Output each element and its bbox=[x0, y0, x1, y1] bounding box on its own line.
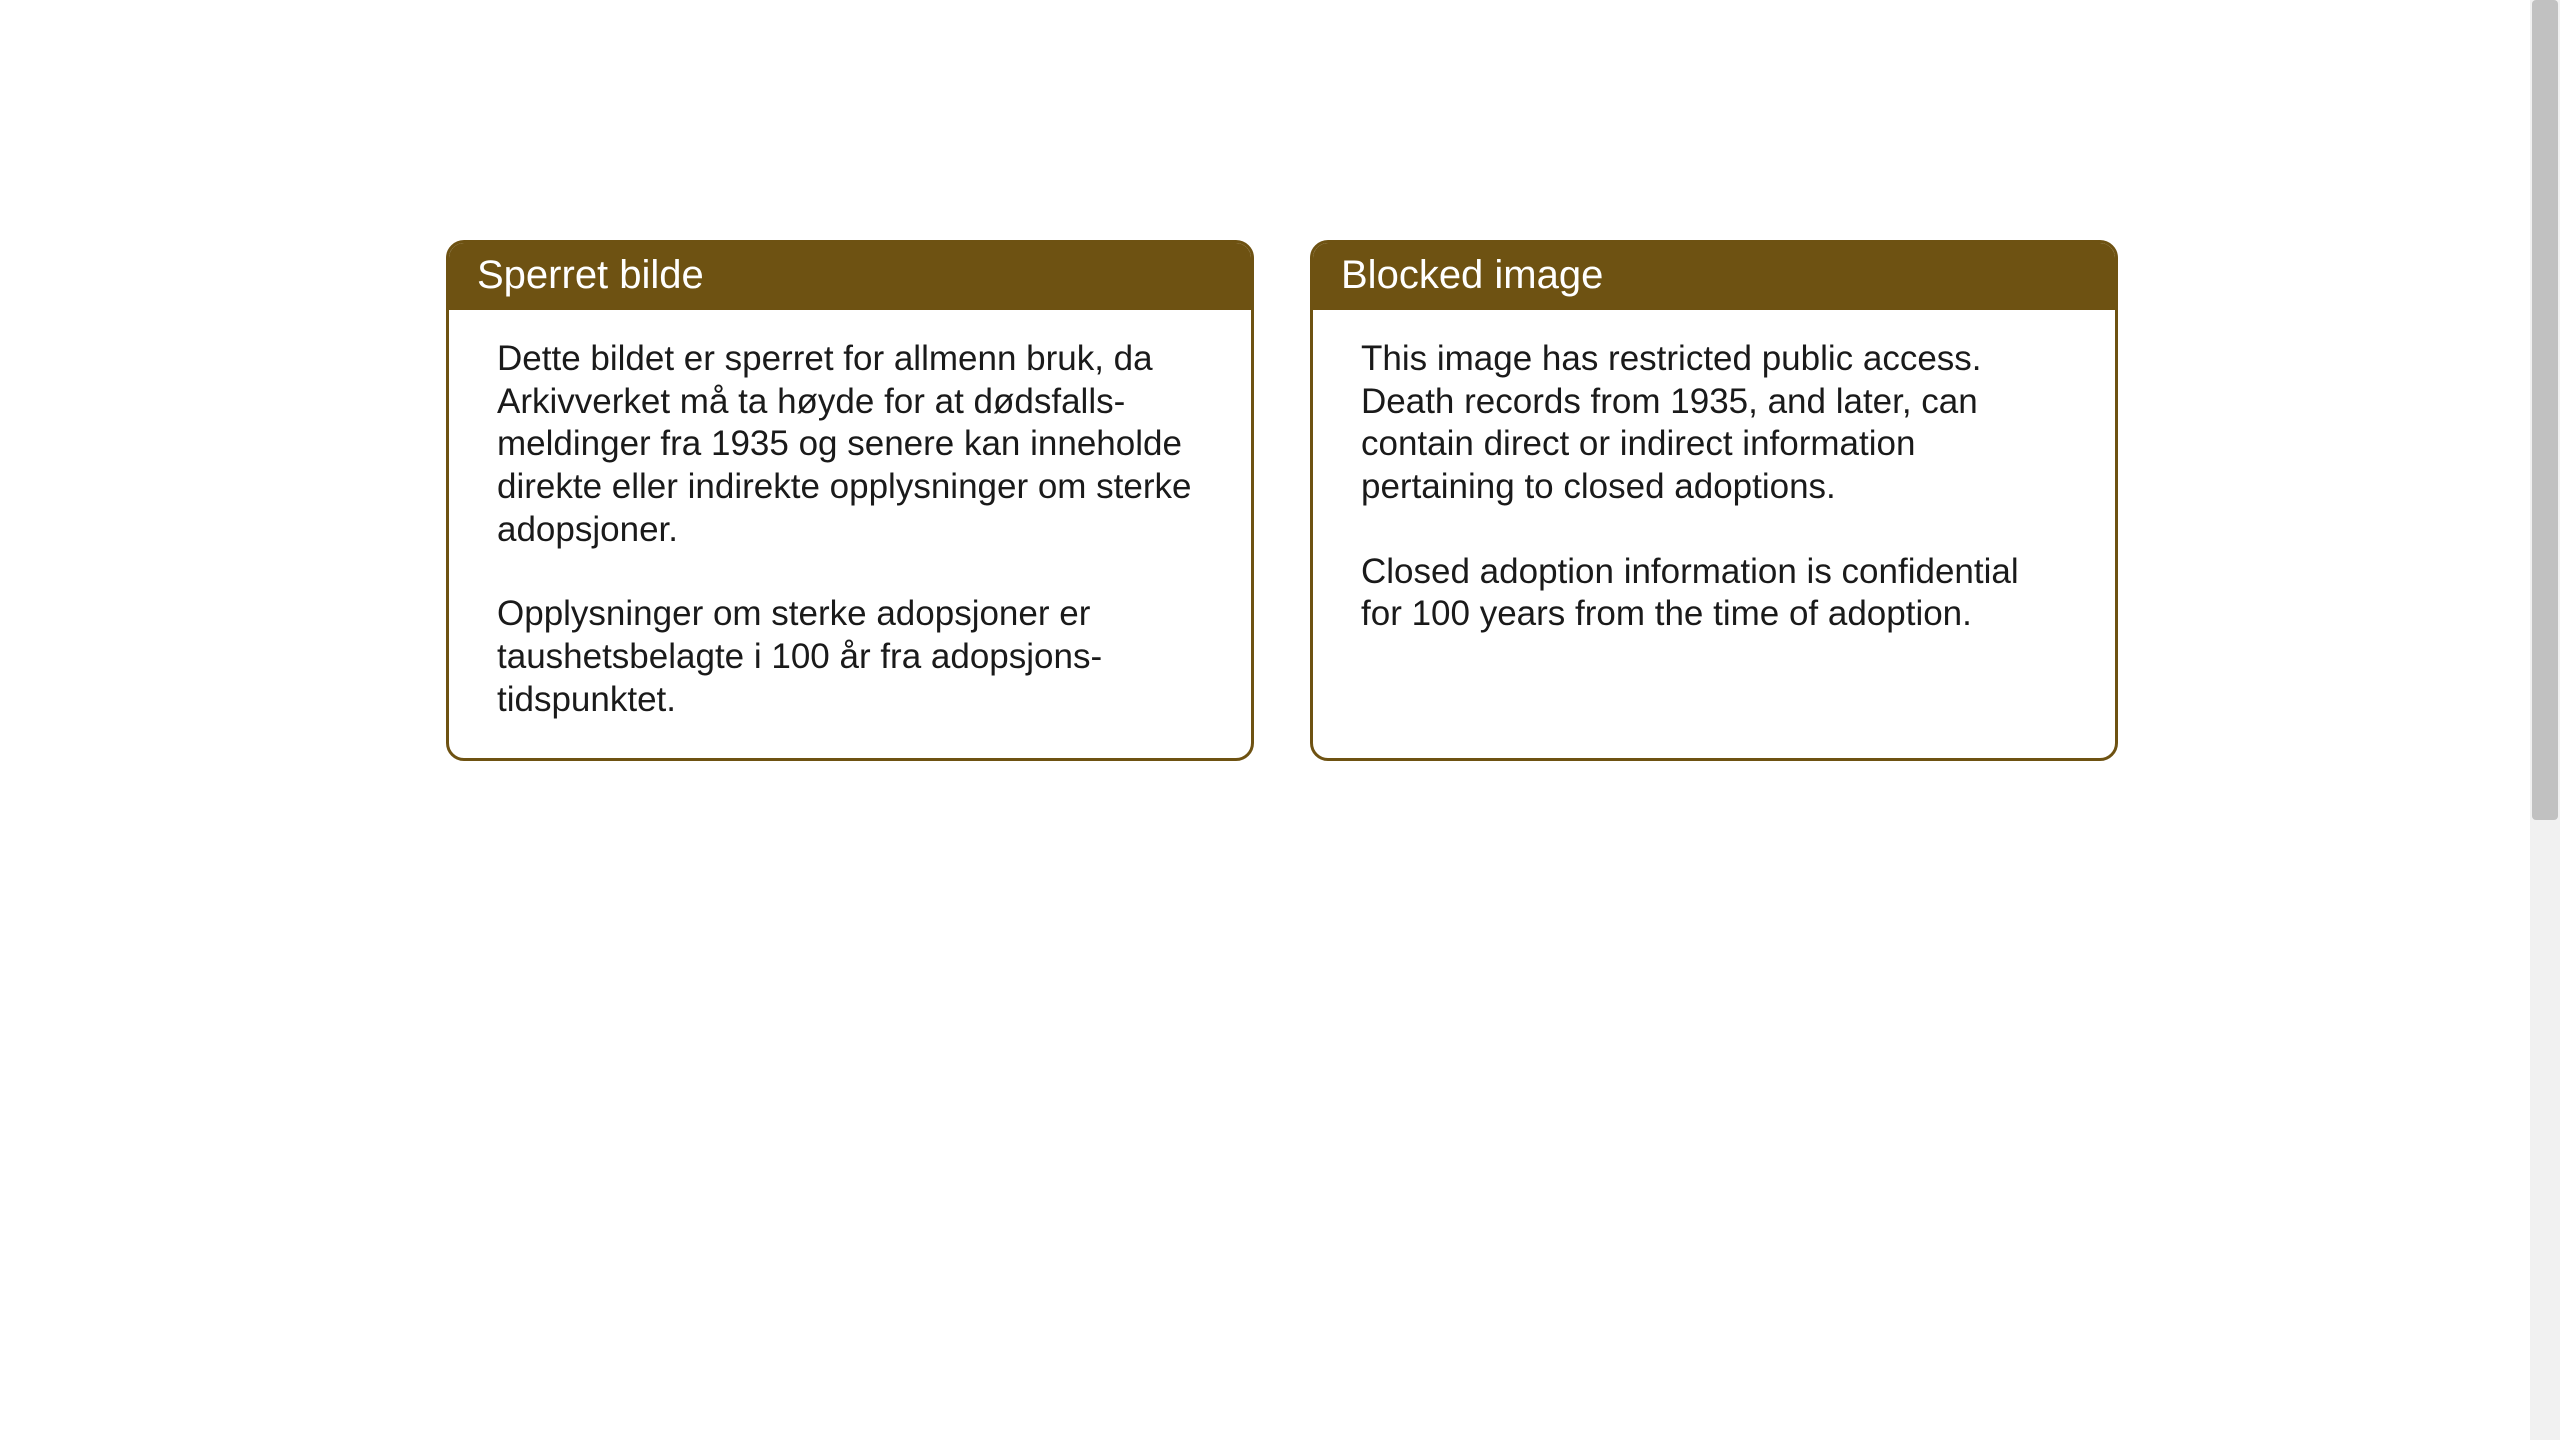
panel-title-english: Blocked image bbox=[1313, 243, 2115, 310]
scrollbar-thumb[interactable] bbox=[2532, 0, 2558, 820]
paragraph-text: Opplysninger om sterke adopsjoner er tau… bbox=[497, 593, 1203, 721]
panel-title-norwegian: Sperret bilde bbox=[449, 243, 1251, 310]
panel-body-english: This image has restricted public access.… bbox=[1313, 310, 2115, 752]
paragraph-text: Dette bildet er sperret for allmenn bruk… bbox=[497, 338, 1203, 551]
paragraph-text: Closed adoption information is confident… bbox=[1361, 551, 2067, 636]
paragraph-text: This image has restricted public access.… bbox=[1361, 338, 2067, 509]
panel-body-norwegian: Dette bildet er sperret for allmenn bruk… bbox=[449, 310, 1251, 758]
vertical-scrollbar[interactable] bbox=[2530, 0, 2560, 1440]
panel-english: Blocked image This image has restricted … bbox=[1310, 240, 2118, 761]
panels-container: Sperret bilde Dette bildet er sperret fo… bbox=[446, 240, 2118, 761]
panel-norwegian: Sperret bilde Dette bildet er sperret fo… bbox=[446, 240, 1254, 761]
